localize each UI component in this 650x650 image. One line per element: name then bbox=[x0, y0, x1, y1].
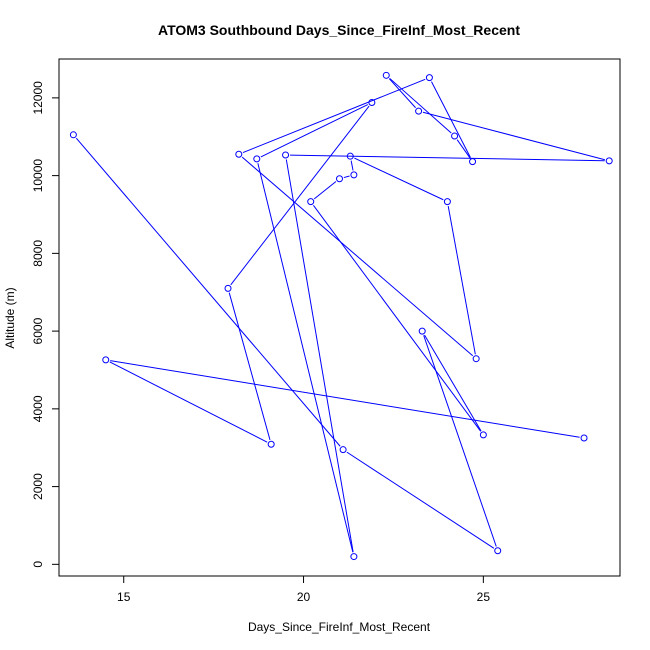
data-point bbox=[494, 547, 502, 555]
series-segment bbox=[257, 163, 354, 553]
x-tick-label: 20 bbox=[297, 590, 311, 604]
data-point bbox=[418, 327, 426, 335]
x-tick-label: 25 bbox=[477, 590, 491, 604]
data-point bbox=[102, 356, 110, 364]
data-point bbox=[350, 171, 358, 179]
x-tick-label: 15 bbox=[117, 590, 131, 604]
data-point bbox=[415, 107, 423, 115]
data-point bbox=[253, 155, 261, 163]
series-segment bbox=[422, 111, 605, 161]
data-point bbox=[479, 431, 487, 439]
data-point bbox=[339, 446, 347, 454]
series-segment bbox=[447, 205, 476, 355]
series-segment bbox=[456, 139, 471, 159]
data-point bbox=[605, 157, 613, 165]
data-point bbox=[580, 434, 588, 442]
y-tick-label: 8000 bbox=[31, 240, 45, 267]
series-segment bbox=[242, 78, 426, 154]
data-point bbox=[425, 74, 433, 82]
data-point bbox=[382, 71, 390, 79]
data-point bbox=[267, 440, 275, 448]
y-tick-label: 12000 bbox=[31, 81, 45, 115]
y-tick-label: 4000 bbox=[31, 395, 45, 422]
series-segment bbox=[354, 157, 444, 201]
series-segment bbox=[389, 77, 452, 134]
y-tick-label: 6000 bbox=[31, 317, 45, 344]
series-segment bbox=[290, 154, 605, 162]
series-segment bbox=[228, 292, 271, 441]
series-segment bbox=[241, 156, 474, 357]
series-segment bbox=[424, 334, 482, 432]
data-point bbox=[443, 198, 451, 206]
y-tick-label: 2000 bbox=[31, 473, 45, 500]
series-segment bbox=[313, 204, 482, 432]
data-point bbox=[346, 152, 354, 160]
series-segment bbox=[75, 137, 341, 447]
data-point bbox=[69, 131, 77, 139]
data-point bbox=[282, 151, 290, 159]
series-segment bbox=[110, 360, 580, 438]
series-segment bbox=[260, 104, 369, 158]
series-segment bbox=[109, 361, 268, 443]
data-series bbox=[69, 71, 613, 561]
data-point bbox=[368, 99, 376, 107]
x-axis: 15 20 25 bbox=[117, 575, 491, 604]
series-segment bbox=[350, 160, 354, 171]
y-axis: 0 2000 4000 6000 8000 10000 12000 bbox=[31, 81, 60, 568]
series-segment bbox=[313, 181, 337, 200]
data-point bbox=[307, 198, 315, 206]
x-axis-label: Days_Since_FireInf_Most_Recent bbox=[248, 620, 431, 634]
data-point bbox=[336, 175, 343, 183]
data-point bbox=[224, 284, 232, 292]
series-segment bbox=[346, 451, 495, 549]
y-tick-label: 10000 bbox=[31, 159, 45, 193]
data-point bbox=[451, 132, 459, 140]
y-axis-label: Altitude (m) bbox=[3, 287, 17, 348]
series-segment bbox=[230, 105, 370, 286]
y-tick-label: 0 bbox=[31, 561, 45, 568]
chart-title: ATOM3 Southbound Days_Since_FireInf_Most… bbox=[158, 22, 520, 38]
data-point bbox=[350, 553, 358, 561]
data-point bbox=[469, 158, 477, 166]
series-segment bbox=[343, 175, 350, 179]
series-segment bbox=[285, 159, 354, 553]
series-segment bbox=[423, 335, 497, 547]
data-point bbox=[472, 355, 480, 363]
data-point bbox=[235, 150, 243, 158]
series-segment bbox=[388, 78, 416, 109]
